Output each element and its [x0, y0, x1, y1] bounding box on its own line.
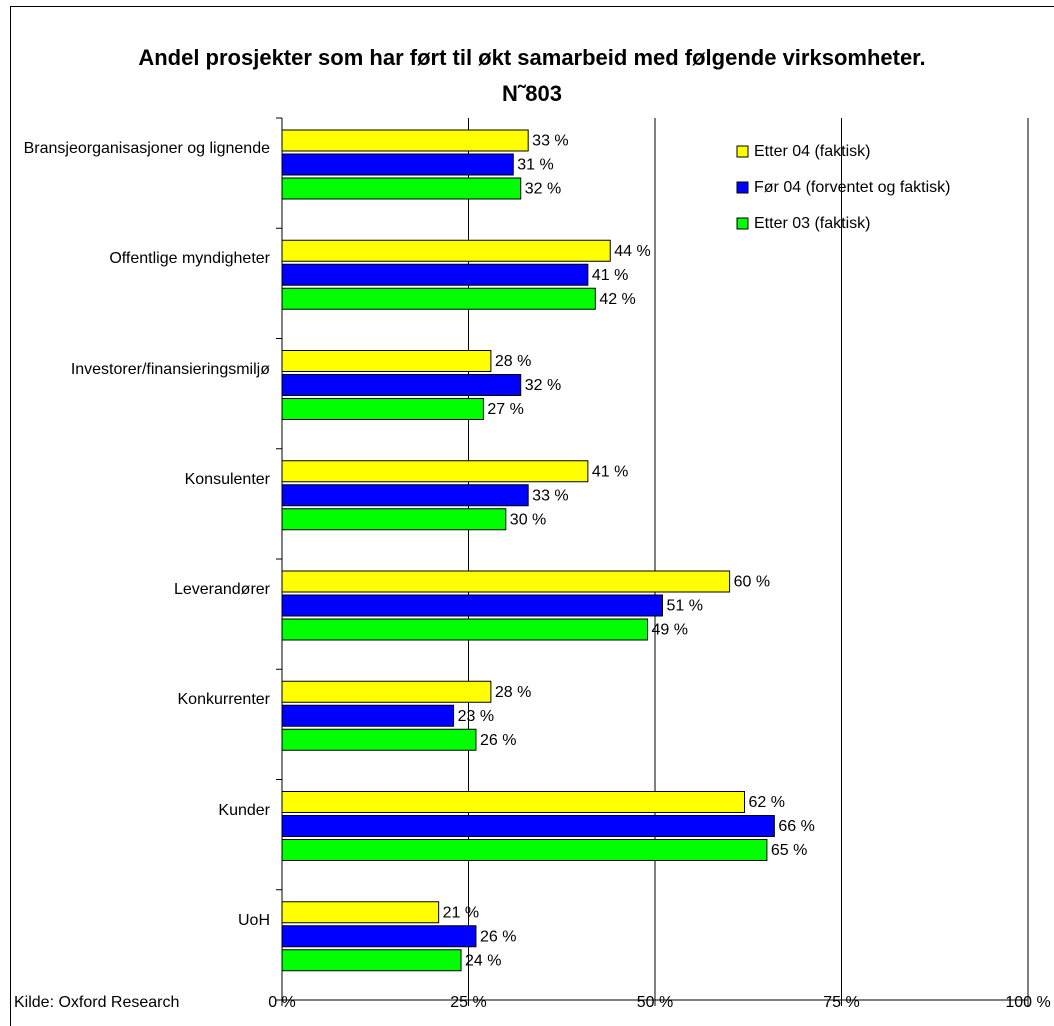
value-label: 62 % — [749, 794, 785, 811]
bar — [281, 129, 529, 152]
bar — [281, 901, 440, 924]
source-note: Kilde: Oxford Research — [14, 994, 179, 1011]
bar — [281, 570, 731, 593]
value-label: 21 % — [443, 904, 479, 921]
value-label: 41 % — [592, 463, 628, 480]
bar — [281, 925, 477, 948]
value-label: 66 % — [778, 818, 814, 835]
bar — [281, 287, 596, 310]
bar — [281, 839, 768, 861]
category-text: Leverandører — [173, 581, 270, 598]
category-label: Offentlige myndigheter — [0, 229, 270, 289]
bar — [281, 791, 746, 813]
x-tick-label: 50 % — [637, 994, 673, 1011]
bar — [281, 704, 455, 727]
bar — [281, 263, 589, 286]
category-label: Leverandører — [0, 560, 270, 620]
bar — [281, 594, 663, 617]
value-label: 31 % — [517, 157, 553, 174]
value-label: 65 % — [771, 842, 807, 859]
value-label: 28 % — [495, 353, 531, 370]
legend-swatch — [736, 145, 749, 158]
legend-label: Etter 04 (faktisk) — [754, 143, 870, 160]
value-label: 28 % — [495, 684, 531, 701]
legend-swatch — [736, 181, 749, 194]
category-text: Kunder — [218, 801, 270, 819]
bar — [281, 177, 522, 200]
x-tick-label: 25 % — [450, 994, 486, 1011]
category-label: UoH — [0, 891, 270, 951]
value-label: 51 % — [666, 598, 702, 615]
bar — [281, 374, 522, 396]
value-label: 26 % — [480, 732, 516, 749]
bar — [281, 618, 649, 641]
value-label: 26 % — [480, 928, 516, 945]
value-label: 42 % — [599, 291, 635, 308]
value-label: 60 % — [734, 574, 770, 591]
legend-swatch — [736, 217, 749, 230]
bar — [281, 680, 492, 703]
x-tick-label: 75 % — [823, 994, 859, 1011]
value-label: 32 % — [525, 377, 561, 394]
value-label: 33 % — [532, 133, 568, 150]
value-label: 23 % — [458, 708, 494, 725]
x-tick-label: 0 % — [268, 994, 296, 1011]
value-label: 27 % — [487, 401, 523, 418]
bar — [281, 508, 507, 531]
category-label: Kunder — [0, 781, 270, 841]
bar — [281, 815, 775, 837]
value-label: 44 % — [614, 243, 650, 260]
legend-label: Før 04 (forventet og faktisk) — [754, 179, 951, 196]
category-text: UoH — [237, 911, 270, 929]
category-text: Konkurrenter — [177, 691, 271, 709]
category-label: Investorer/finansieringsmiljø — [0, 340, 270, 400]
category-text: Bransjeorganisasjoner og lignende — [23, 140, 270, 157]
category-label: Konkurrenter — [0, 670, 271, 730]
value-label: 32 % — [525, 181, 561, 198]
bar — [281, 239, 611, 262]
x-tick-label: 100 % — [1005, 994, 1050, 1011]
value-label: 30 % — [510, 511, 546, 528]
legend-label: Etter 03 (faktisk) — [754, 215, 870, 232]
bar — [281, 398, 484, 420]
category-text: Offentlige myndigheter — [109, 250, 270, 268]
bar — [281, 153, 514, 176]
bar — [281, 728, 477, 751]
value-label: 41 % — [592, 267, 628, 284]
category-text: Konsulenter — [184, 470, 270, 488]
bar — [281, 949, 462, 972]
bar — [281, 460, 589, 483]
category-label: Konsulenter — [0, 450, 270, 510]
value-label: 33 % — [532, 487, 568, 504]
value-label: 24 % — [465, 952, 501, 969]
chart-border — [10, 6, 1054, 1026]
bar — [281, 484, 529, 507]
chart-title: Andel prosjekter som har ført til økt sa… — [138, 45, 926, 106]
category-label: Bransjeorganisasjoner og lignende — [0, 119, 270, 179]
bar — [281, 350, 492, 372]
value-label: 49 % — [652, 622, 688, 639]
category-text: Investorer/finansieringsmiljø — [70, 360, 270, 378]
